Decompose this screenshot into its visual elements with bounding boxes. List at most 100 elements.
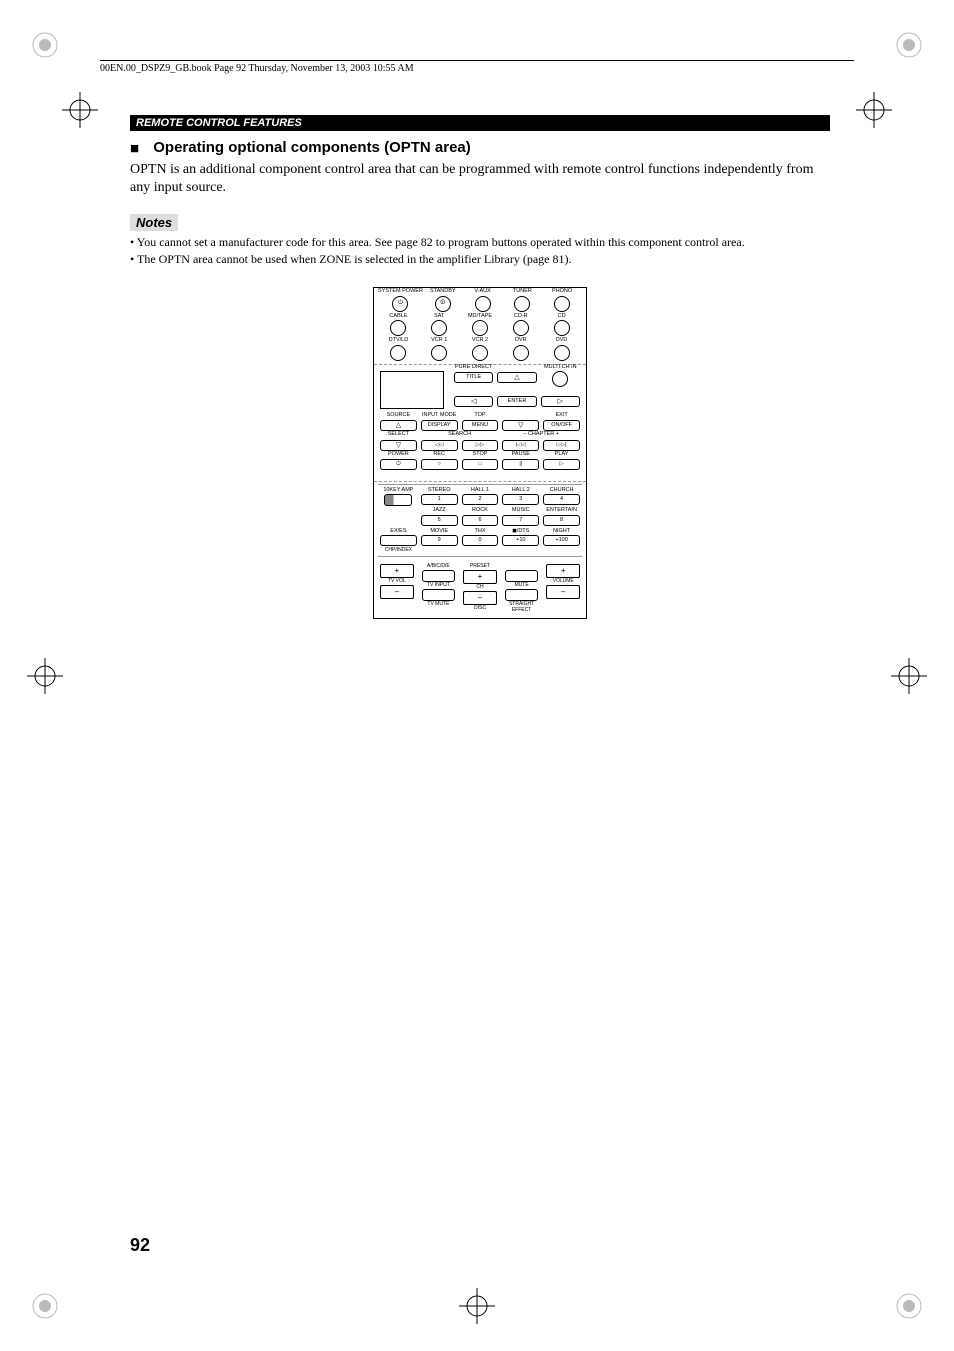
- chapter-next-button[interactable]: ▷▷|: [543, 440, 580, 451]
- phono-button[interactable]: [554, 296, 570, 312]
- crop-mark-bl: [25, 1286, 65, 1326]
- menu-button[interactable]: MENU: [462, 420, 499, 431]
- btn-label: DTV/LD: [378, 338, 419, 344]
- btn-label: CD-R: [500, 314, 541, 320]
- ch-down-button[interactable]: –: [463, 591, 497, 605]
- page-number: 92: [130, 1235, 150, 1256]
- btn-label: DVD: [541, 338, 582, 344]
- reg-mark-right: [889, 656, 929, 696]
- label: PURE DIRECT: [452, 365, 495, 371]
- key-2-button[interactable]: 2: [462, 494, 499, 505]
- label: POWER: [378, 452, 419, 458]
- abcde-button[interactable]: [422, 570, 456, 582]
- tvvol-up-button[interactable]: +: [380, 564, 414, 578]
- exes-button[interactable]: [380, 535, 417, 546]
- pause-button[interactable]: ||: [502, 459, 539, 470]
- search-fwd-button[interactable]: ▷▷: [462, 440, 499, 451]
- tuner-button[interactable]: [514, 296, 530, 312]
- btn-label: TUNER: [502, 289, 542, 295]
- label: SOURCE: [378, 413, 419, 419]
- label: EXIT: [541, 413, 582, 419]
- tvvol-down-button[interactable]: –: [380, 585, 414, 599]
- tenkey-amp-switch[interactable]: [384, 494, 412, 506]
- volume-up-button[interactable]: +: [546, 564, 580, 578]
- label: THX: [460, 529, 501, 535]
- chapter-prev-button[interactable]: |◁◁: [502, 440, 539, 451]
- volume-down-button[interactable]: –: [546, 585, 580, 599]
- label: VOLUME: [544, 579, 582, 584]
- dtvld-button[interactable]: [390, 345, 406, 361]
- key-8-button[interactable]: 8: [543, 515, 580, 526]
- label: ◼/DTS: [500, 529, 541, 535]
- multich-button[interactable]: [552, 371, 568, 387]
- reg-mark-left: [25, 656, 65, 696]
- key-6-button[interactable]: 6: [462, 515, 499, 526]
- mute-button[interactable]: [505, 570, 539, 582]
- rec-button[interactable]: ○: [421, 459, 458, 470]
- nav-down-button[interactable]: ▽: [502, 420, 539, 431]
- onoff-button[interactable]: ON/OFF: [543, 420, 580, 431]
- key-plus100-button[interactable]: +100: [543, 535, 580, 546]
- vcr2-button[interactable]: [472, 345, 488, 361]
- reg-mark-header-right: [854, 90, 894, 130]
- label: REC: [419, 452, 460, 458]
- label: MUSIC: [500, 508, 541, 514]
- label: DISC: [461, 606, 499, 611]
- key-1-button[interactable]: 1: [421, 494, 458, 505]
- label: PLAY: [541, 452, 582, 458]
- display-button[interactable]: DISPLAY: [421, 420, 458, 431]
- cdr-button[interactable]: [513, 320, 529, 336]
- section-bar: REMOTE CONTROL FEATURES: [130, 115, 830, 131]
- title-button[interactable]: TITLE: [454, 372, 493, 383]
- sat-button[interactable]: [431, 320, 447, 336]
- stop-button[interactable]: □: [462, 459, 499, 470]
- page-header-text: 00EN.00_DSPZ9_GB.book Page 92 Thursday, …: [100, 63, 414, 74]
- label: ENTERTAIN: [541, 508, 582, 514]
- key-9-button[interactable]: 9: [421, 535, 458, 546]
- btn-label: SAT: [419, 314, 460, 320]
- system-power-button[interactable]: ⏻: [392, 296, 408, 312]
- label: TOP: [460, 413, 501, 419]
- vaux-button[interactable]: [475, 296, 491, 312]
- note-item: The OPTN area cannot be used when ZONE i…: [130, 252, 830, 267]
- cd-button[interactable]: [554, 320, 570, 336]
- label: – CHAPTER +: [500, 432, 582, 438]
- crop-mark-tr: [889, 25, 929, 65]
- dvd-button[interactable]: [554, 345, 570, 361]
- source-down-button[interactable]: ▽: [380, 440, 417, 451]
- label: HALL 1: [460, 488, 501, 494]
- body-paragraph: OPTN is an additional component control …: [130, 161, 830, 199]
- key-4-button[interactable]: 4: [543, 494, 580, 505]
- nav-right-button[interactable]: ▷: [541, 396, 580, 407]
- enter-button[interactable]: ENTER: [497, 396, 536, 407]
- search-rev-button[interactable]: ◁◁: [421, 440, 458, 451]
- notes-list: You cannot set a manufacturer code for t…: [130, 235, 830, 267]
- key-7-button[interactable]: 7: [502, 515, 539, 526]
- content-area: REMOTE CONTROL FEATURES ■ Operating opti…: [130, 115, 830, 619]
- straight-button[interactable]: [505, 589, 539, 601]
- label: INPUT MODE: [419, 413, 460, 419]
- heading-text: Operating optional components (OPTN area…: [153, 139, 471, 156]
- key-0-button[interactable]: 0: [462, 535, 499, 546]
- ch-up-button[interactable]: +: [463, 570, 497, 584]
- nav-up-button[interactable]: △: [497, 372, 536, 383]
- power-button[interactable]: ⏻: [380, 459, 417, 470]
- dvr-button[interactable]: [513, 345, 529, 361]
- label: EX/ES: [378, 529, 419, 535]
- tvmute-button[interactable]: [422, 589, 456, 601]
- vcr1-button[interactable]: [431, 345, 447, 361]
- source-up-button[interactable]: △: [380, 420, 417, 431]
- lcd-screen: [380, 371, 444, 409]
- btn-label: CD: [541, 314, 582, 320]
- play-button[interactable]: ▷: [543, 459, 580, 470]
- standby-button[interactable]: ⏼: [435, 296, 451, 312]
- key-plus10-button[interactable]: +10: [502, 535, 539, 546]
- mdtape-button[interactable]: [472, 320, 488, 336]
- nav-left-button[interactable]: ◁: [454, 396, 493, 407]
- key-3-button[interactable]: 3: [502, 494, 539, 505]
- label: CHURCH: [541, 488, 582, 494]
- btn-label: VCR 1: [419, 338, 460, 344]
- key-5-button[interactable]: 5: [421, 515, 458, 526]
- cable-button[interactable]: [390, 320, 406, 336]
- btn-label: VCR 2: [460, 338, 501, 344]
